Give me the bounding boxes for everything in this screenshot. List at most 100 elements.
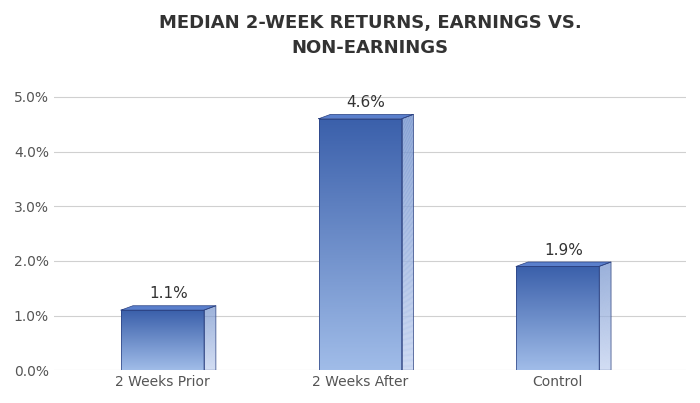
Polygon shape	[402, 253, 414, 256]
Polygon shape	[402, 201, 414, 204]
Polygon shape	[599, 268, 611, 272]
Polygon shape	[204, 328, 216, 331]
Polygon shape	[402, 150, 414, 154]
Polygon shape	[599, 352, 611, 353]
Polygon shape	[402, 168, 414, 172]
Polygon shape	[599, 349, 611, 350]
Polygon shape	[204, 330, 216, 332]
Polygon shape	[402, 194, 414, 197]
Bar	[318, 227, 402, 228]
Bar	[318, 253, 402, 254]
Polygon shape	[402, 284, 414, 287]
Polygon shape	[204, 352, 216, 353]
Polygon shape	[402, 236, 414, 239]
Polygon shape	[402, 316, 414, 318]
Polygon shape	[204, 308, 216, 312]
Polygon shape	[204, 333, 216, 336]
Polygon shape	[402, 325, 414, 327]
Polygon shape	[402, 177, 414, 181]
Polygon shape	[402, 154, 414, 159]
Polygon shape	[204, 354, 216, 355]
Polygon shape	[204, 366, 216, 367]
Polygon shape	[204, 362, 216, 363]
Bar	[318, 235, 402, 236]
Polygon shape	[599, 305, 611, 308]
Polygon shape	[204, 334, 216, 337]
Polygon shape	[599, 309, 611, 312]
Polygon shape	[204, 332, 216, 334]
Polygon shape	[599, 343, 611, 344]
Polygon shape	[599, 330, 611, 332]
Polygon shape	[204, 315, 216, 319]
Polygon shape	[599, 321, 611, 323]
Polygon shape	[599, 348, 611, 349]
Bar	[318, 183, 402, 184]
Polygon shape	[402, 298, 414, 300]
Polygon shape	[204, 360, 216, 361]
Polygon shape	[402, 195, 414, 199]
Bar	[318, 203, 402, 204]
Polygon shape	[204, 335, 216, 338]
Polygon shape	[204, 322, 216, 325]
Polygon shape	[204, 327, 216, 330]
Polygon shape	[402, 165, 414, 169]
Polygon shape	[599, 283, 611, 287]
Bar	[318, 189, 402, 190]
Polygon shape	[599, 331, 611, 333]
Bar	[318, 127, 402, 128]
Polygon shape	[402, 235, 414, 238]
Polygon shape	[402, 128, 414, 133]
Bar	[318, 289, 402, 290]
Polygon shape	[204, 324, 216, 328]
Bar	[318, 182, 402, 183]
Bar	[318, 220, 402, 221]
Bar	[318, 194, 402, 195]
Bar	[318, 279, 402, 280]
Polygon shape	[599, 342, 611, 343]
Polygon shape	[402, 261, 414, 264]
Polygon shape	[204, 319, 216, 323]
Polygon shape	[204, 313, 216, 317]
Polygon shape	[599, 281, 611, 285]
Polygon shape	[402, 160, 414, 165]
Polygon shape	[204, 340, 216, 342]
Polygon shape	[204, 326, 216, 330]
Polygon shape	[204, 315, 216, 319]
Polygon shape	[402, 225, 414, 229]
Bar	[318, 296, 402, 297]
Polygon shape	[204, 326, 216, 329]
Polygon shape	[402, 345, 414, 347]
Polygon shape	[204, 362, 216, 363]
Bar	[318, 240, 402, 241]
Polygon shape	[599, 326, 611, 329]
Bar	[318, 344, 402, 345]
Bar	[318, 347, 402, 348]
Bar	[318, 135, 402, 136]
Polygon shape	[402, 234, 414, 237]
Bar	[318, 255, 402, 256]
Polygon shape	[402, 291, 414, 293]
Bar	[318, 184, 402, 185]
Polygon shape	[599, 272, 611, 276]
Polygon shape	[599, 317, 611, 319]
Polygon shape	[599, 324, 611, 326]
Bar	[318, 287, 402, 288]
Polygon shape	[599, 294, 611, 297]
Polygon shape	[599, 277, 611, 281]
Polygon shape	[402, 295, 414, 297]
Polygon shape	[402, 136, 414, 141]
Polygon shape	[204, 332, 216, 335]
Bar	[318, 136, 402, 137]
Polygon shape	[599, 357, 611, 358]
Polygon shape	[402, 303, 414, 305]
Polygon shape	[599, 278, 611, 282]
Bar	[318, 357, 402, 358]
Bar	[318, 340, 402, 341]
Bar	[318, 349, 402, 350]
Polygon shape	[402, 250, 414, 253]
Bar	[318, 329, 402, 330]
Polygon shape	[204, 318, 216, 321]
Polygon shape	[402, 172, 414, 177]
Polygon shape	[599, 268, 611, 272]
Bar	[318, 263, 402, 264]
